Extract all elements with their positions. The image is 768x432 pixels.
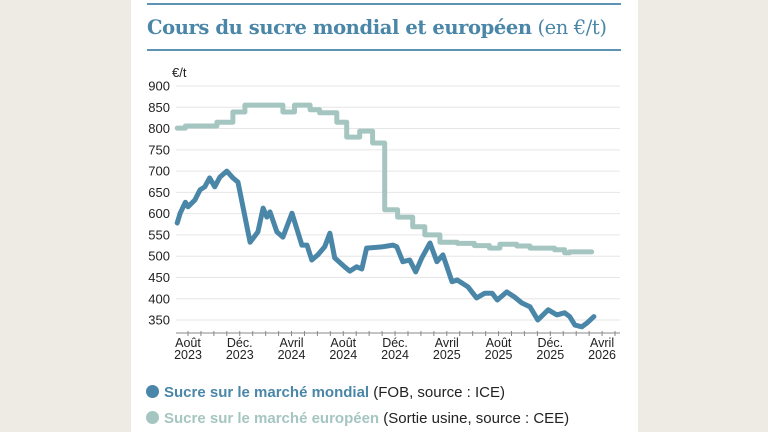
world-dot-icon <box>146 385 159 398</box>
chart-card <box>131 0 638 432</box>
y-tick-label: 550 <box>148 227 170 242</box>
x-tick-label-month: Août <box>330 336 356 350</box>
x-tick-label-month: Déc. <box>227 336 253 350</box>
y-tick-label: 750 <box>148 142 170 157</box>
series-line-europe <box>174 102 595 256</box>
y-tick-label: 400 <box>148 291 170 306</box>
title-unit: (en €/t) <box>537 16 607 39</box>
x-tick-label-year: 2024 <box>329 348 357 362</box>
x-tick-label-month: Déc. <box>537 336 563 350</box>
x-tick-label-month: Avril <box>590 336 614 350</box>
x-tick-label-year: 2025 <box>485 348 513 362</box>
x-tick-label-month: Avril <box>435 336 459 350</box>
legend-item-world: Sucre sur le marché mondial (FOB, source… <box>146 384 505 401</box>
chart-title: Cours du sucre mondial et européen (en €… <box>147 16 607 39</box>
x-tick-label-year: 2025 <box>536 348 564 362</box>
title-main: Cours du sucre mondial et européen <box>147 16 532 39</box>
y-tick-label: 450 <box>148 270 170 285</box>
legend-label: Sucre sur le marché européen <box>164 410 380 427</box>
y-tick-label: 800 <box>148 121 170 136</box>
x-tick-label-year: 2024 <box>381 348 409 362</box>
x-tick-label-month: Déc. <box>382 336 408 350</box>
x-tick-label-month: Avril <box>279 336 303 350</box>
x-tick-label-year: 2023 <box>226 348 254 362</box>
y-tick-label: 900 <box>148 79 170 94</box>
y-tick-label: 650 <box>148 185 170 200</box>
y-axis-unit: €/t <box>172 65 187 80</box>
europe-dot-icon <box>146 411 159 424</box>
legend-detail: (Sortie usine, source : CEE) <box>383 410 570 427</box>
legend-item-europe: Sucre sur le marché européen (Sortie usi… <box>146 410 569 427</box>
y-tick-label: 700 <box>148 164 170 179</box>
title-rule <box>147 49 621 51</box>
x-tick-label-year: 2025 <box>433 348 461 362</box>
x-tick-label-year: 2026 <box>588 348 616 362</box>
legend-label: Sucre sur le marché mondial <box>164 384 370 401</box>
top-rule <box>147 3 621 5</box>
x-tick-label-year: 2023 <box>174 348 202 362</box>
y-tick-label: 850 <box>148 100 170 115</box>
series-line-world <box>174 168 597 330</box>
y-tick-label: 500 <box>148 249 170 264</box>
x-tick-label-year: 2024 <box>278 348 306 362</box>
y-tick-label: 600 <box>148 206 170 221</box>
legend-detail: (FOB, source : ICE) <box>373 384 505 401</box>
x-tick-label-month: Août <box>175 336 201 350</box>
x-tick-label-month: Août <box>486 336 512 350</box>
y-tick-label: 350 <box>148 313 170 328</box>
